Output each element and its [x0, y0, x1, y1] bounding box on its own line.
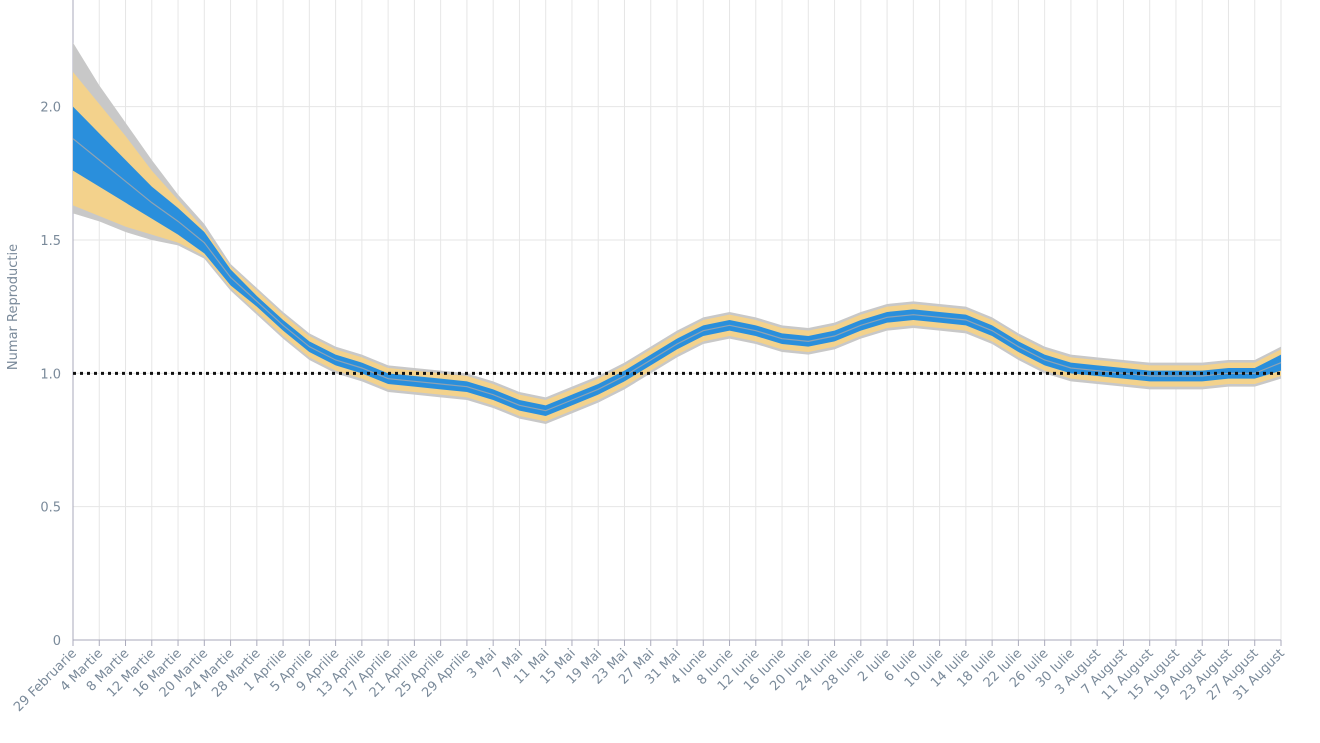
y-tick-label: 0 — [53, 634, 61, 649]
y-tick-label: 0.5 — [40, 501, 61, 516]
y-tick-label: 1.0 — [40, 367, 61, 382]
confidence-band — [73, 72, 1281, 422]
y-tick-label: 2.0 — [40, 101, 61, 116]
y-axis-label: Numar Reproductie — [6, 244, 21, 370]
y-tick-label: 1.5 — [40, 234, 61, 249]
median-line — [72, 138, 1282, 412]
